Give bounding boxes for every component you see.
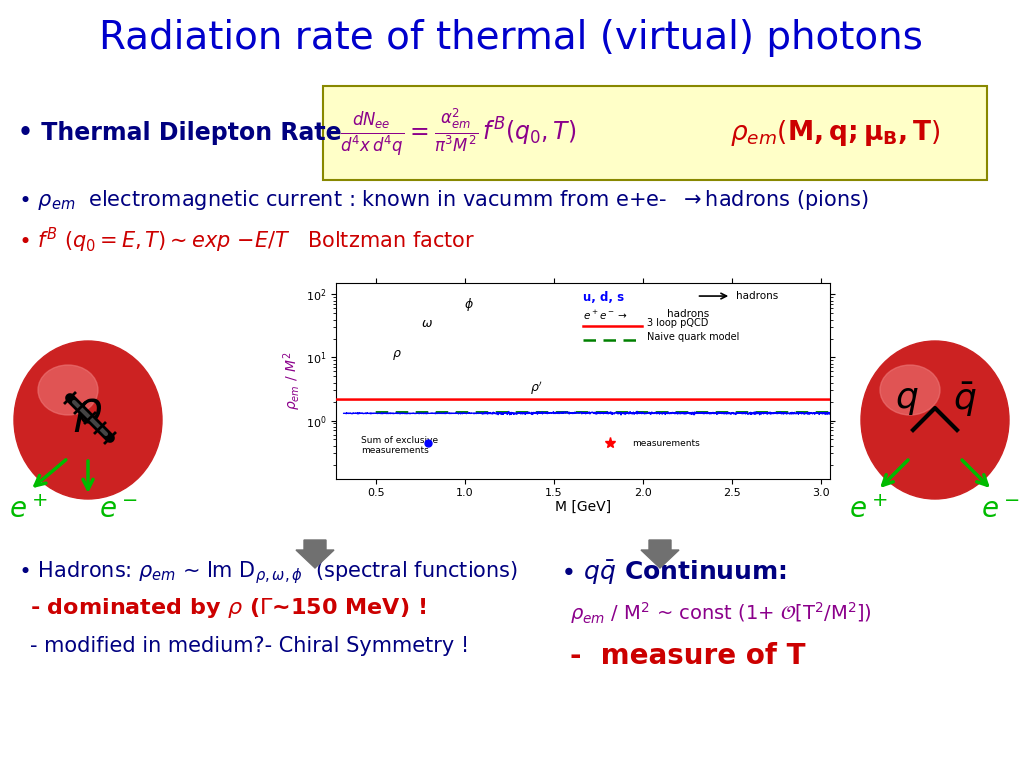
Text: $e^-$: $e^-$ [981,496,1019,524]
Text: $\rho$: $\rho$ [392,349,402,362]
FancyArrow shape [296,540,333,568]
Text: $e^+e^- \rightarrow$: $e^+e^- \rightarrow$ [583,309,627,322]
Text: $q$: $q$ [895,383,919,417]
Text: $\omega$: $\omega$ [421,317,434,330]
Text: Radiation rate of thermal (virtual) photons: Radiation rate of thermal (virtual) phot… [99,19,923,57]
Text: $e^+$: $e^+$ [849,496,887,524]
Text: - dominated by $\rho$ ($\Gamma$~150 MeV) !: - dominated by $\rho$ ($\Gamma$~150 MeV)… [30,596,426,620]
Text: - modified in medium?- Chiral Symmetry !: - modified in medium?- Chiral Symmetry ! [30,636,470,656]
Text: • Thermal Dilepton Rate: • Thermal Dilepton Rate [18,121,342,145]
Text: $e^-$: $e^-$ [99,496,137,524]
Text: $\phi$: $\phi$ [464,296,474,313]
Ellipse shape [880,365,940,415]
Text: Naive quark model: Naive quark model [648,332,740,342]
Text: hadrons: hadrons [667,309,709,319]
Text: $\bullet\ q\bar{q}$ Continuum:: $\bullet\ q\bar{q}$ Continuum: [560,559,787,587]
X-axis label: M [GeV]: M [GeV] [555,500,611,514]
Y-axis label: $\rho_{em}\ /\ M^2$: $\rho_{em}\ /\ M^2$ [281,352,304,410]
Text: u, d, s: u, d, s [583,291,624,304]
Text: $\bullet\ \rho_{em}$  electromagnetic current : known in vacumm from e+e-  $\rig: $\bullet\ \rho_{em}$ electromagnetic cur… [18,188,869,212]
Text: 3 loop pQCD: 3 loop pQCD [648,319,709,329]
Text: $\rho$: $\rho$ [73,390,103,433]
Text: $\bullet$ Hadrons: $\rho_{em}$ ~ Im D$_{\rho,\omega,\phi}$  (spectral functions): $\bullet$ Hadrons: $\rho_{em}$ ~ Im D$_{… [18,560,519,587]
Text: hadrons: hadrons [736,291,779,301]
Ellipse shape [38,365,98,415]
Text: $\rho'$: $\rho'$ [530,380,542,397]
Text: Sum of exclusive
measurements: Sum of exclusive measurements [361,435,438,455]
FancyBboxPatch shape [323,86,987,180]
Text: $\rho_{em}(\mathbf{M,q;\mu_B,T})$: $\rho_{em}(\mathbf{M,q;\mu_B,T})$ [730,118,941,148]
Text: $\rho_{em}$ / M$^2$ ~ const (1+ $\mathcal{O}$[T$^2$/M$^2$]): $\rho_{em}$ / M$^2$ ~ const (1+ $\mathca… [570,600,872,626]
Text: $\frac{dN_{ee}}{d^4x\,d^4q} = \frac{\alpha_{em}^2}{\pi^3 M^2}\,f^B(q_0,T)\,$: $\frac{dN_{ee}}{d^4x\,d^4q} = \frac{\alp… [340,107,576,159]
Text: $e^+$: $e^+$ [9,496,47,524]
Text: measurements: measurements [632,439,700,448]
Text: -  measure of T: - measure of T [570,642,805,670]
Ellipse shape [861,341,1009,499]
FancyArrow shape [641,540,679,568]
Ellipse shape [14,341,162,499]
Text: $\bar{q}$: $\bar{q}$ [953,381,977,419]
Text: $\bullet\ f^B\ (q_0{=}E,T){\sim}exp\ {-}E/T$   Boltzman factor: $\bullet\ f^B\ (q_0{=}E,T){\sim}exp\ {-}… [18,225,476,255]
